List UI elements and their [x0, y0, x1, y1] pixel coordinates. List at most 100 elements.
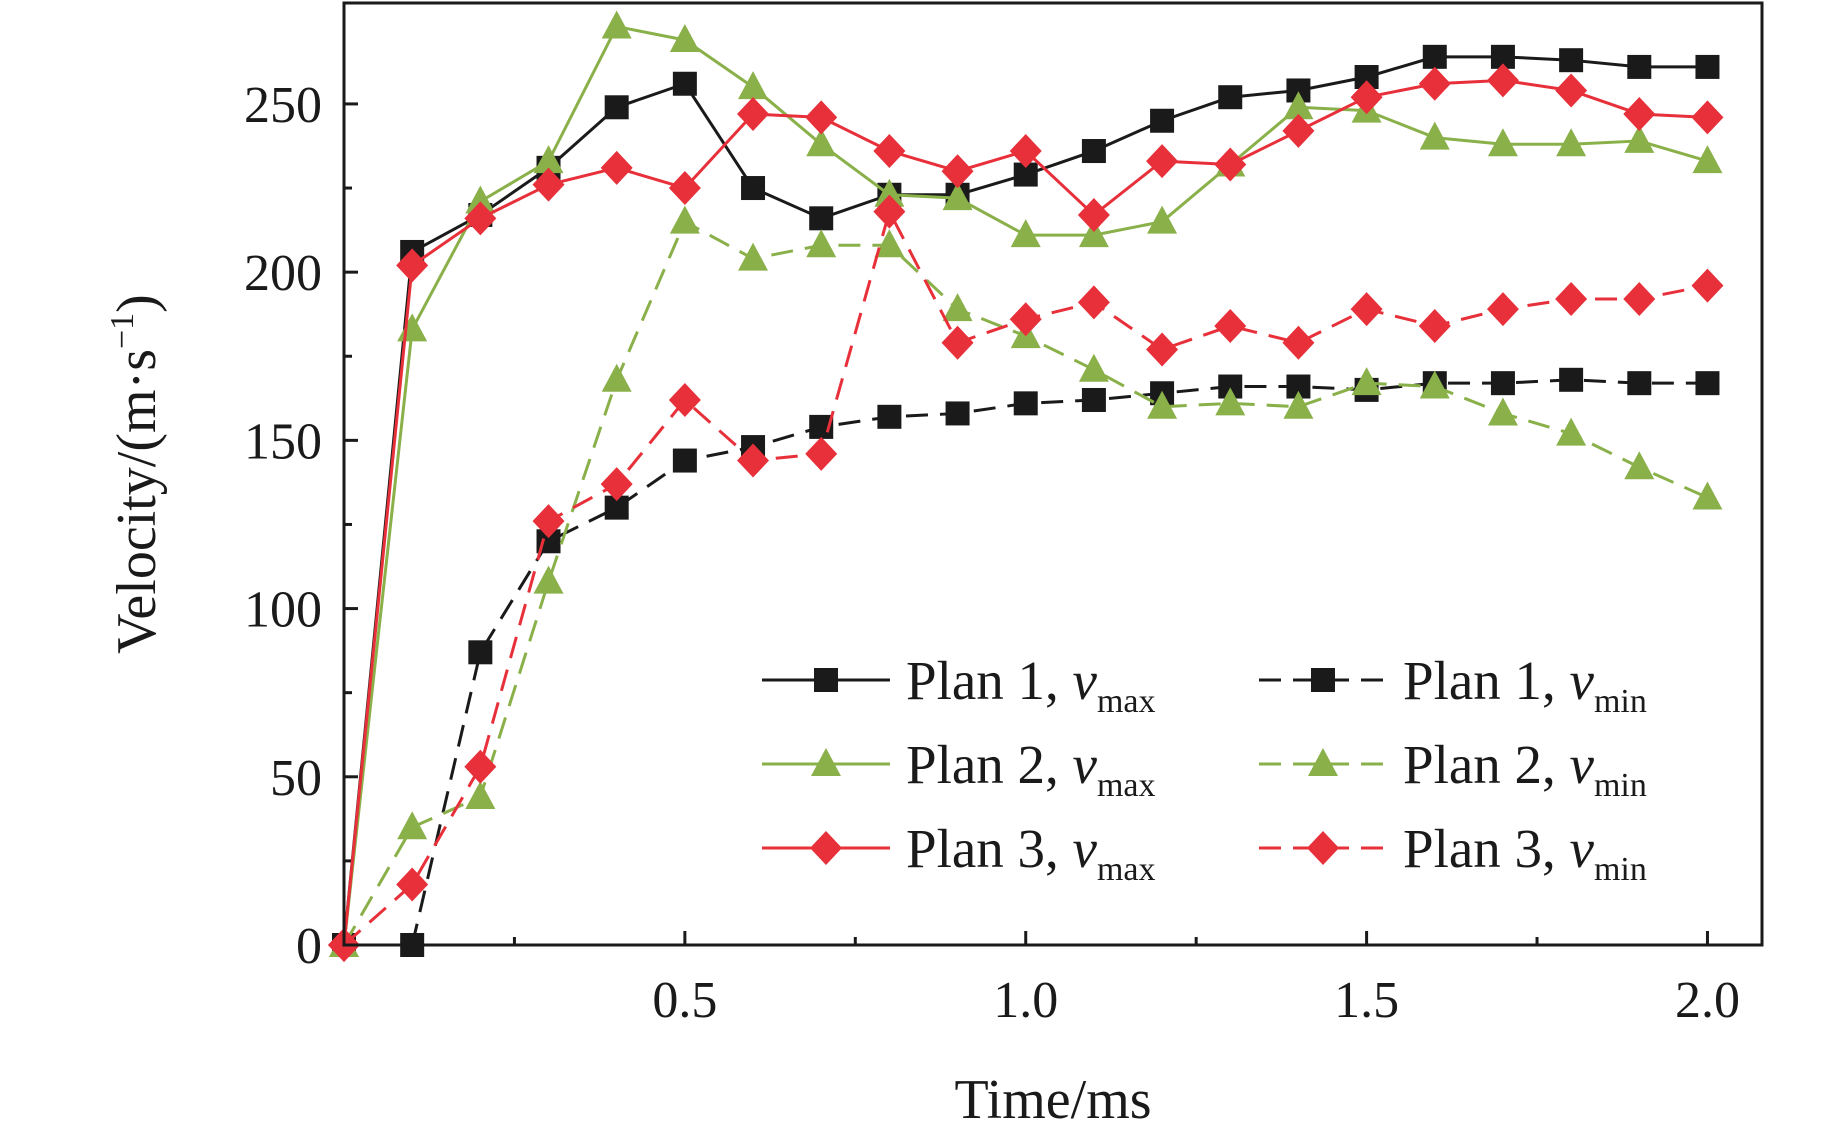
data-point-marker [1010, 219, 1041, 248]
data-point-marker [1418, 308, 1451, 343]
data-point-marker [1351, 367, 1382, 396]
data-point-marker [806, 128, 837, 157]
legend-label-var: v [1073, 818, 1098, 879]
series-6 [328, 194, 1724, 962]
legend-label-var: v [1073, 734, 1098, 795]
legend-label-sub: min [1594, 767, 1647, 804]
data-point-marker [1624, 124, 1655, 153]
data-point-marker [1692, 481, 1723, 510]
data-point-marker [1146, 332, 1179, 367]
legend-marker [814, 668, 838, 692]
data-point-marker [737, 443, 770, 478]
legend-label-sub: max [1097, 767, 1156, 804]
data-point-marker [1627, 54, 1652, 79]
data-point-marker [1695, 371, 1720, 396]
data-point-marker [874, 178, 905, 207]
data-point-marker [1215, 387, 1246, 416]
y-tick-label: 50 [270, 750, 322, 807]
data-point-marker [805, 436, 838, 471]
data-point-marker [1081, 387, 1106, 412]
y-axis-title-exponent: −1 [104, 313, 141, 349]
data-point-marker [1419, 370, 1450, 399]
data-point-marker [396, 867, 429, 902]
data-point-marker [1556, 417, 1587, 446]
plot-area-frame [342, 1, 1764, 947]
data-point-marker [604, 495, 629, 520]
x-tick-label: 2.0 [1675, 972, 1740, 1029]
data-point-marker [1282, 113, 1315, 148]
legend-marker [1308, 748, 1338, 776]
data-point-marker [1555, 282, 1588, 317]
data-point-marker [1350, 80, 1383, 115]
legend-label-sub: min [1594, 683, 1647, 720]
data-point-marker [737, 97, 770, 132]
data-point-marker [1623, 282, 1656, 317]
data-point-marker [1013, 391, 1038, 416]
data-point-marker [396, 248, 429, 283]
x-tick-label: 1.5 [1334, 972, 1399, 1029]
data-point-marker [604, 95, 629, 120]
data-point-marker [1078, 219, 1109, 248]
legend-item-3: Plan 2, vmax [762, 734, 1156, 804]
data-point-marker [533, 565, 564, 594]
data-point-marker [1556, 128, 1587, 157]
legend-label: Plan 3, vmin [1403, 818, 1647, 888]
data-point-marker [1013, 162, 1038, 187]
legend-label-var: v [1570, 650, 1595, 711]
data-point-marker [1147, 205, 1178, 234]
data-point-marker [464, 201, 497, 236]
y-tick-label: 200 [244, 245, 322, 302]
y-tick-label: 100 [244, 582, 322, 639]
legend-label: Plan 1, vmin [1403, 650, 1647, 720]
data-point-marker [464, 749, 497, 784]
legend-label-plan: Plan 3, [1403, 818, 1570, 879]
data-point-marker [1487, 128, 1518, 157]
data-point-marker [1283, 91, 1314, 120]
legend-label-plan: Plan 3, [906, 818, 1073, 879]
legend-label-sub: max [1097, 683, 1156, 720]
data-point-marker [601, 10, 632, 39]
data-point-marker [1009, 134, 1042, 169]
data-point-marker [1490, 371, 1515, 396]
data-point-marker [1078, 353, 1109, 382]
y-axis-title-close: ) [106, 294, 168, 313]
data-point-marker [1627, 371, 1652, 396]
data-point-marker [465, 780, 496, 809]
legend-item-5: Plan 3, vmax [762, 818, 1156, 888]
legend-label: Plan 2, vmax [906, 734, 1156, 804]
legend-label-plan: Plan 1, [906, 650, 1073, 711]
data-point-marker [669, 205, 700, 234]
data-point-marker [738, 242, 769, 271]
data-point-marker [1691, 100, 1724, 135]
x-tick-label: 1.0 [993, 972, 1058, 1029]
legend-label: Plan 1, vmax [906, 650, 1156, 720]
data-point-marker [1419, 121, 1450, 150]
data-point-marker [941, 154, 974, 189]
data-point-marker [1077, 285, 1110, 320]
data-point-marker [1282, 325, 1315, 360]
data-point-marker [1695, 54, 1720, 79]
series-3 [329, 10, 1723, 957]
data-point-marker [1077, 197, 1110, 232]
legend-label: Plan 3, vmax [906, 818, 1156, 888]
x-axis-title: Time/ms [954, 1069, 1151, 1131]
data-point-marker [533, 145, 564, 174]
data-point-marker [1214, 308, 1247, 343]
data-point-marker [1009, 302, 1042, 337]
legend-label-plan: Plan 2, [906, 734, 1073, 795]
data-point-marker [532, 167, 565, 202]
data-point-marker [1487, 397, 1518, 426]
legend-label-var: v [1073, 650, 1098, 711]
data-point-marker [1214, 147, 1247, 182]
data-point-marker [601, 363, 632, 392]
y-axis-title: Velocity/(m·s−1) [104, 294, 168, 654]
legend-label-var: v [1570, 734, 1595, 795]
data-point-marker [873, 194, 906, 229]
data-point-marker [672, 71, 697, 96]
data-point-marker [942, 182, 973, 211]
data-point-marker [397, 313, 428, 342]
data-point-marker [1692, 145, 1723, 174]
tick-labels: 0 50 100 150 200 250 0.5 1.0 1.5 2.0 [244, 77, 1740, 1029]
data-point-marker [942, 293, 973, 322]
